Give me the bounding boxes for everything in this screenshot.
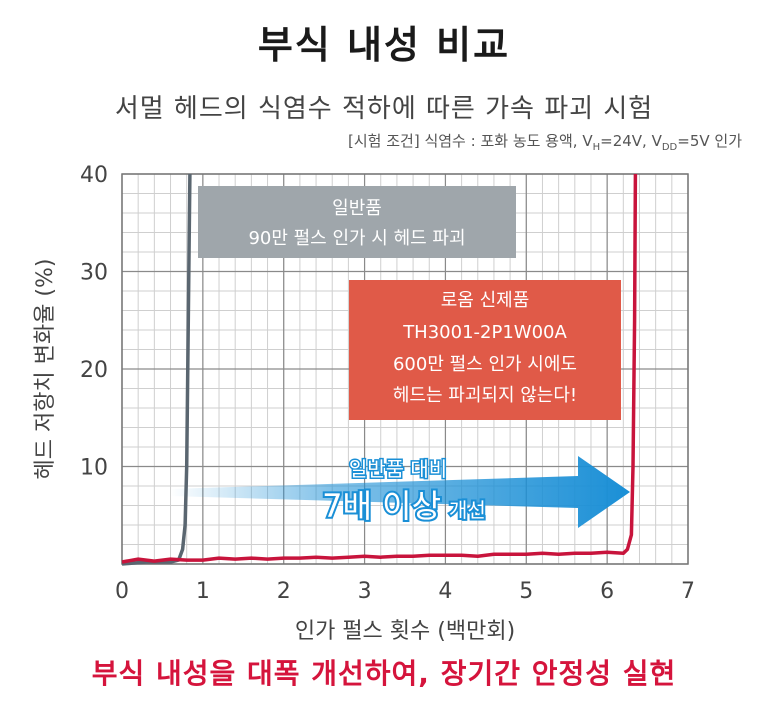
x-tick-label: 1	[196, 579, 210, 604]
plot-border	[121, 173, 689, 565]
x-tick-label: 6	[600, 579, 614, 604]
new-product-note-line-3: 600만 펄스 인가 시에도	[393, 354, 577, 375]
new-product-note: 로옴 신제품 TH3001-2P1W00A 600만 펄스 인가 시에도 헤드는…	[349, 280, 621, 420]
x-tick-label: 0	[115, 579, 129, 604]
footer-tagline: 부식 내성을 대폭 개선하여, 장기간 안정성 실현	[91, 657, 677, 690]
new-product-note-line-1: 로옴 신제품	[441, 290, 530, 311]
x-axis-label: 인가 펄스 횟수 (백만회)	[295, 619, 515, 644]
improvement-arrow: 일반품 대비 7배 이상 개선	[170, 456, 630, 528]
conventional-note-box	[198, 186, 516, 258]
improvement-arrow-shape	[170, 456, 630, 528]
y-axis-label: 헤드 저항치 변화율 (%)	[33, 259, 58, 480]
conventional-note: 일반품 90만 펄스 인가 시 헤드 파괴	[198, 186, 516, 258]
conventional-note-line-2: 90만 펄스 인가 시 헤드 파괴	[248, 228, 465, 249]
conditions-mid: =24V, V	[600, 132, 662, 150]
x-tick-label: 4	[438, 579, 452, 604]
x-tick-label: 5	[519, 579, 533, 604]
arrow-text-improve: 개선	[449, 498, 486, 522]
y-tick-label: 10	[80, 456, 108, 481]
conditions-prefix: [시험 조건] 식염수 : 포화 농도 용액, V	[348, 132, 593, 150]
new-product-note-line-4: 헤드는 파괴되지 않는다!	[393, 385, 577, 406]
conditions-vdd-sub: DD	[661, 142, 678, 153]
x-tick-label: 7	[681, 579, 695, 604]
plot-frame	[121, 173, 689, 565]
y-tick-label: 40	[80, 163, 108, 188]
x-tick-label: 3	[358, 579, 372, 604]
new-product-series-line	[121, 173, 638, 564]
conventional-note-line-1: 일반품	[332, 198, 382, 219]
arrow-text-big: 7배 이상 개선	[322, 487, 486, 525]
conditions-suffix: =5V 인가	[677, 132, 742, 150]
series-group	[121, 173, 638, 566]
page-title: 부식 내성 비교	[257, 23, 511, 67]
new-product-note-box	[349, 280, 621, 420]
test-conditions: [시험 조건] 식염수 : 포화 농도 용액, VH=24V, VDD=5V 인…	[348, 130, 742, 153]
new-product-note-line-2: TH3001-2P1W00A	[402, 322, 567, 343]
y-tick-label: 20	[80, 358, 108, 383]
x-tick-label: 2	[277, 579, 291, 604]
tick-labels: 0 1 2 3 4 5 6 7 10 20 30 40	[80, 163, 695, 604]
arrow-text-line-1: 일반품 대비	[349, 457, 447, 481]
conditions-vh-sub: H	[592, 142, 601, 153]
arrow-text-7x: 7배 이상	[322, 487, 441, 525]
y-tick-label: 30	[80, 261, 108, 286]
page-subtitle: 서멀 헤드의 식염수 적하에 따른 가속 파괴 시험	[114, 94, 654, 124]
